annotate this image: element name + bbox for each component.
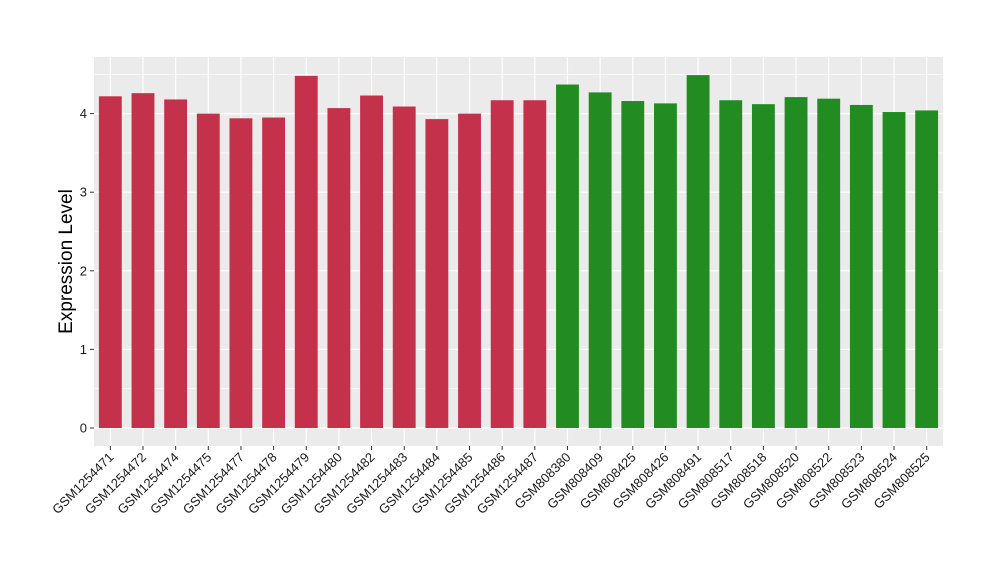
bar-GSM1254483: [392, 106, 416, 428]
bar-GSM808522: [817, 98, 841, 428]
bar-GSM808517: [719, 100, 743, 428]
bar-GSM808524: [882, 112, 906, 428]
bar-GSM808409: [588, 92, 612, 429]
bar-GSM808425: [621, 101, 645, 429]
y-tick-label: 2: [80, 263, 87, 278]
bar-GSM1254477: [229, 118, 253, 428]
bar-GSM808518: [751, 104, 775, 428]
bar-GSM1254480: [327, 108, 351, 429]
y-tick-label: 4: [80, 106, 87, 121]
bar-GSM1254478: [262, 117, 286, 428]
bar-GSM808525: [915, 110, 939, 429]
bar-GSM1254487: [523, 100, 547, 428]
bar-GSM1254482: [360, 95, 383, 428]
bar-GSM1254479: [294, 75, 318, 428]
bar-GSM1254485: [458, 113, 481, 428]
bars: [98, 75, 939, 429]
y-axis: 0 1 2 3 4: [80, 106, 94, 436]
bar-GSM1254475: [196, 113, 220, 428]
bar-GSM808523: [849, 104, 873, 428]
bar-GSM808380: [556, 84, 579, 428]
bar-GSM1254472: [131, 93, 155, 428]
bar-GSM1254484: [425, 119, 449, 429]
bar-GSM1254486: [490, 100, 514, 428]
y-tick-label: 1: [80, 342, 87, 357]
bar-GSM808426: [654, 103, 677, 428]
y-axis-title: Expression Level: [56, 189, 77, 334]
bar-GSM1254474: [164, 99, 188, 429]
x-axis: GSM1254471GSM1254472GSM1254474GSM1254475…: [49, 446, 933, 517]
plot-panel: [94, 57, 943, 446]
bar-GSM808491: [686, 75, 710, 428]
bar-GSM1254471: [98, 96, 122, 429]
bar-GSM808520: [784, 97, 808, 429]
y-tick-label: 3: [80, 185, 87, 200]
y-tick-label: 0: [80, 421, 87, 436]
